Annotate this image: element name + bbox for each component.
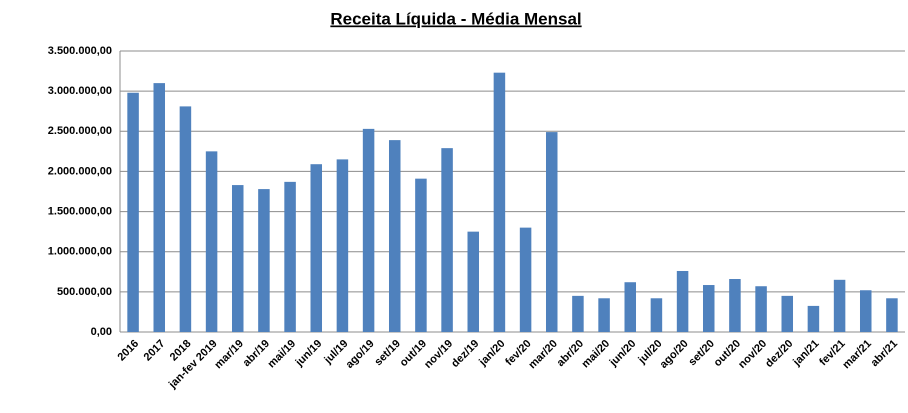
bar [519, 227, 532, 332]
x-tick-label: jan/20 [476, 338, 507, 369]
bar [231, 185, 244, 332]
x-tick-label: set/19 [372, 338, 403, 369]
bar [755, 286, 767, 332]
bar [676, 270, 689, 332]
x-tick-label: 2016 [115, 338, 141, 364]
x-tick-label: dez/20 [763, 338, 795, 370]
x-tick-label: jan/21 [790, 338, 821, 369]
y-tick-label: 3.500.000,00 [48, 45, 112, 57]
bar [572, 295, 584, 332]
bar [362, 128, 375, 332]
y-tick-label: 3.000.000,00 [48, 85, 112, 97]
bar [127, 92, 139, 333]
bar [284, 181, 296, 332]
x-tick-label: mar/20 [526, 338, 560, 372]
chart-title: Receita Líquida - Média Mensal [330, 9, 581, 28]
x-tick-label: ago/19 [344, 338, 377, 371]
x-tick-label: mar/19 [212, 338, 246, 372]
y-tick-label: 0,00 [91, 326, 112, 338]
bar [624, 282, 637, 332]
y-tick-label: 1.500.000,00 [48, 205, 112, 217]
bar [545, 132, 558, 332]
bar [153, 83, 166, 332]
x-tick-label: nov/20 [736, 338, 769, 371]
bar [415, 178, 427, 332]
bar [781, 295, 794, 332]
bar [886, 298, 898, 332]
bar [650, 298, 663, 332]
y-tick-label: 500.000,00 [57, 286, 112, 298]
y-tick-label: 2.000.000,00 [48, 165, 112, 177]
x-tick-label: mar/21 [840, 338, 874, 372]
bar [310, 164, 323, 332]
bar [467, 231, 480, 332]
bar [807, 305, 820, 332]
bar [493, 72, 506, 333]
bar [441, 148, 453, 332]
y-tick-label: 2.500.000,00 [48, 125, 112, 137]
x-tick-label: dez/19 [449, 338, 481, 370]
x-tick-label: jun/19 [293, 338, 325, 370]
x-tick-label: set/20 [686, 338, 717, 369]
bar [258, 189, 270, 332]
x-tick-label: mai/20 [580, 338, 613, 371]
bar [729, 279, 741, 332]
bar [598, 298, 610, 332]
bar [833, 279, 846, 332]
x-tick-label: nov/19 [422, 338, 455, 371]
x-tick-label: 2017 [142, 338, 168, 364]
bar [702, 285, 715, 332]
y-tick-label: 1.000.000,00 [48, 246, 112, 258]
bar [179, 106, 192, 332]
bar [859, 290, 872, 332]
bar [336, 159, 349, 332]
bar [205, 151, 218, 332]
x-tick-label: abr/21 [869, 338, 900, 369]
bar [388, 140, 401, 332]
x-tick-label: jun/20 [607, 338, 639, 370]
x-tick-label: mai/19 [266, 338, 299, 371]
x-tick-label: ago/20 [658, 338, 691, 371]
